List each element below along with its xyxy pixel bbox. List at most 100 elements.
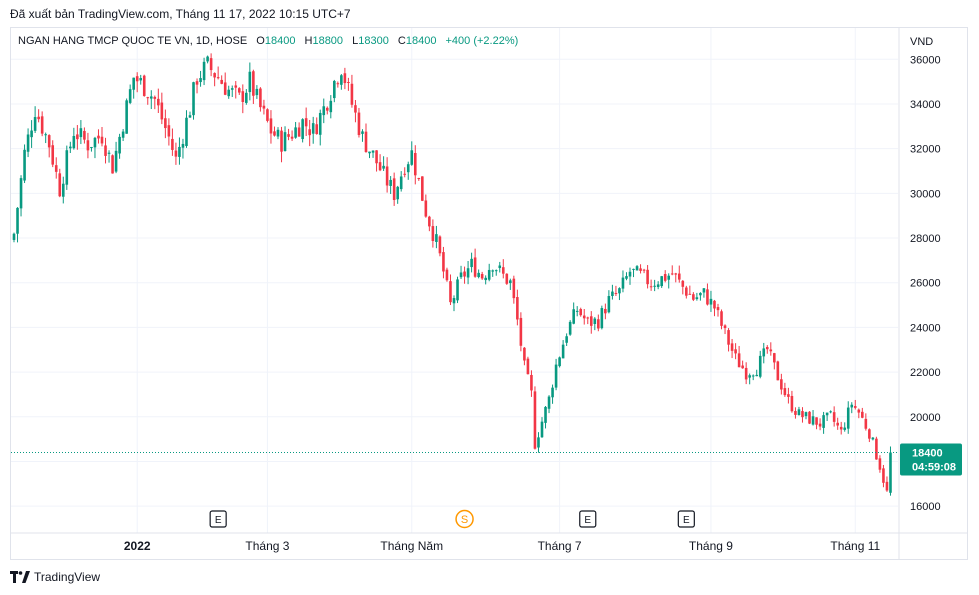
candle-body [850,404,854,408]
candle-body [146,97,150,99]
candle-body [93,137,97,148]
candle-body [315,124,319,135]
candle-body [836,422,839,426]
candle-body [255,88,259,96]
candle-body [19,178,23,209]
candle-body [252,71,255,96]
candle-body [269,118,273,134]
candle-body [153,96,157,99]
candle-body [396,186,399,200]
candle-body [79,128,83,138]
candle-body [139,78,143,81]
candle-body [765,347,769,350]
x-tick-label: Tháng Năm [380,539,443,553]
candle-body [97,135,100,139]
candle-body [128,89,132,103]
candle-body [403,173,407,175]
candle-body [677,273,681,280]
event-label: E [584,515,591,526]
candle-body [473,257,477,277]
candle-body [737,353,741,368]
candlestick-chart[interactable]: 1600018000200002200024000260002800030000… [0,0,979,560]
candle-body [561,344,565,359]
candle-body [76,134,79,140]
candle-body [597,319,600,329]
earnings-event-marker[interactable]: E [579,510,597,528]
candle-body [248,71,252,93]
candle-body [501,267,505,274]
candle-body [347,82,350,84]
candle-body [639,268,642,271]
candle-body [273,131,276,136]
candle-body [308,129,311,136]
candle-body [259,88,262,108]
candle-body [741,365,744,369]
candle-body [206,56,209,62]
candle-body [632,268,635,270]
candle-body [304,118,308,127]
candle-body [512,278,516,299]
candle-body [604,308,607,314]
candle-body [878,458,882,470]
candle-body [660,276,663,287]
candle-body [494,270,498,272]
candle-body [266,109,269,121]
candle-body [237,88,241,93]
candle-body [12,233,16,240]
candle-body [709,298,713,305]
earnings-event-marker[interactable]: E [209,510,227,528]
candle-body [107,152,111,154]
candle-body [857,409,861,413]
y-tick-label: 26000 [910,278,941,290]
candle-body [413,152,417,176]
candle-body [213,73,216,78]
candle-body [646,269,649,285]
candle-body [846,407,850,429]
candle-body [804,412,808,417]
chart-frame [10,27,968,560]
candle-body [199,78,202,83]
candle-body [54,165,58,172]
candles [12,53,892,496]
candle-body [202,61,206,81]
candle-body [118,136,121,154]
candle-body [706,289,709,305]
earnings-event-box [677,510,695,528]
candle-body [445,269,449,281]
y-tick-label: 30000 [910,188,941,200]
candle-body [449,281,452,303]
candle-body [167,125,171,137]
candle-body [758,355,762,377]
candle-body [818,423,822,427]
candle-body [808,411,811,424]
candle-body [811,416,815,425]
candle-body [364,131,368,153]
candle-body [769,349,773,352]
legend-close-label: C [397,35,406,47]
candle-body [889,452,892,493]
candle-body [399,176,403,190]
footer-brand[interactable]: TradingView [10,570,100,584]
candle-body [575,310,579,312]
event-label: S [461,514,468,526]
legend-high-value: 18800 [312,35,344,47]
candle-body [290,136,294,139]
candle-body [618,288,621,294]
earnings-event-marker[interactable]: E [677,510,695,528]
candle-body [582,315,586,319]
candle-body [839,426,843,430]
candle-body [801,411,804,418]
candle-body [301,119,304,140]
candle-body [230,88,234,90]
y-tick-label: 36000 [910,54,941,66]
candle-body [16,207,19,234]
candle-body [699,292,702,296]
split-event-marker[interactable]: S [455,509,474,529]
candle-body [568,321,572,335]
candle-body [843,427,847,430]
candle-body [83,130,86,140]
currency-label: VND [910,36,933,48]
candle-body [343,73,347,84]
candle-body [551,387,554,398]
candle-body [164,118,167,129]
